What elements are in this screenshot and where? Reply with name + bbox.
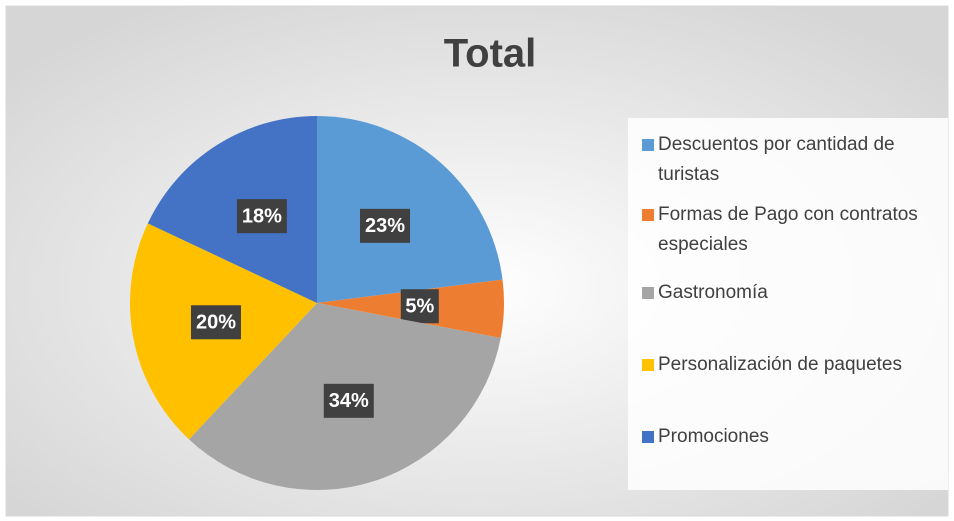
data-label: 18% — [242, 205, 282, 227]
legend-item: Personalización de paquetes — [638, 350, 954, 380]
legend-swatch — [642, 139, 654, 151]
legend-item: Descuentos por cantidad de turistas — [638, 130, 954, 190]
legend-item: Gastronomía — [638, 278, 954, 308]
chart-title: Total — [444, 32, 537, 76]
pie: 23% 5% 34% 20% 18% — [130, 116, 505, 491]
legend-label: Formas de Pago con contratos especiales — [658, 204, 918, 255]
legend-label: Gastronomía — [658, 282, 768, 303]
legend-swatch — [642, 359, 654, 371]
data-label-box — [236, 199, 287, 234]
legend: Descuentos por cantidad de turistas Forma… — [628, 118, 948, 490]
legend-swatch — [642, 287, 654, 299]
legend-label: Personalización de paquetes — [658, 354, 903, 375]
data-label: 20% — [196, 312, 236, 334]
data-label: 34% — [329, 390, 369, 412]
legend-item: Formas de Pago con contratos especiales — [638, 200, 954, 260]
data-label-box — [400, 289, 439, 324]
legend-swatch — [642, 431, 654, 443]
data-label-box — [190, 305, 241, 340]
legend-item: Promociones — [638, 422, 954, 452]
data-label: 23% — [365, 215, 405, 237]
data-label: 5% — [405, 296, 434, 318]
legend-label: Promociones — [658, 426, 769, 447]
data-label-box — [323, 383, 374, 418]
pie-slice — [147, 116, 317, 303]
legend-label: Descuentos por cantidad de turistas — [658, 134, 895, 185]
data-label-box — [360, 208, 411, 243]
legend-swatch — [642, 209, 654, 221]
